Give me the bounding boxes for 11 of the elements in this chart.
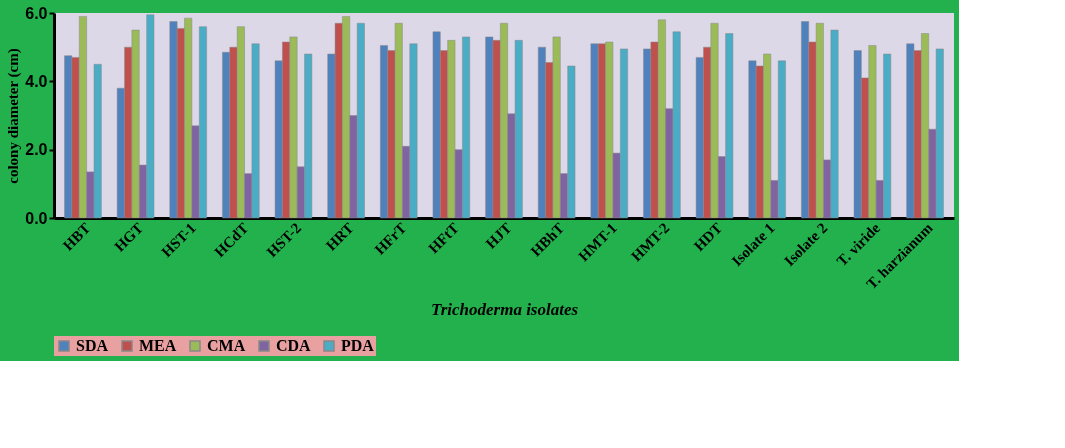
legend-label: MEA	[139, 337, 177, 354]
y-tick-label: 4.0	[25, 72, 48, 90]
legend-label: PDA	[341, 337, 375, 354]
legend-label: CDA	[276, 337, 312, 354]
y-tick-label: 0.0	[25, 209, 48, 227]
legend-label: CMA	[207, 337, 246, 354]
legend-label: SDA	[76, 337, 109, 354]
x-axis-title: Trichoderma isolates	[430, 300, 579, 320]
y-axis-title: colony diameter (cm)	[5, 48, 23, 184]
y-tick-label: 2.0	[25, 141, 48, 159]
y-tick-label: 6.0	[25, 4, 48, 22]
